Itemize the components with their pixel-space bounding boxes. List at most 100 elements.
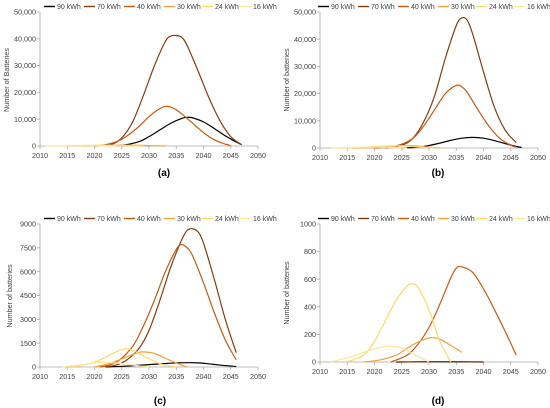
y-tick-label: 50,000 bbox=[294, 8, 316, 17]
series-line bbox=[105, 228, 237, 368]
legend-entry: 16 kWh bbox=[514, 216, 550, 223]
series-line bbox=[330, 146, 408, 149]
y-tick-label: 4500 bbox=[20, 291, 36, 300]
legend-label: 16 kWh bbox=[527, 4, 550, 11]
legend-entry: 40 kWh bbox=[398, 216, 435, 223]
legend-entry: 30 kWh bbox=[164, 216, 201, 223]
series-line bbox=[347, 283, 452, 363]
x-tick-label: 2030 bbox=[141, 372, 157, 381]
chart-panel: 0 10,000 20,000 30,000 40,000 50,000 2010 2015 2… bbox=[282, 4, 550, 179]
series-line bbox=[99, 244, 237, 368]
series-line bbox=[94, 116, 242, 147]
x-tick-label: 2050 bbox=[530, 153, 546, 162]
legend-entry: 40 kWh bbox=[398, 4, 435, 11]
y-tick-label: 1500 bbox=[20, 339, 36, 348]
legend-label: 24 kWh bbox=[489, 216, 513, 223]
series-line bbox=[94, 351, 188, 368]
x-tick-label: 2010 bbox=[312, 153, 328, 162]
legend-label: 40 kWh bbox=[411, 216, 435, 223]
y-tick-label: 600 bbox=[304, 275, 316, 284]
x-tick-label: 2020 bbox=[367, 153, 383, 162]
legend-label: 70 kWh bbox=[371, 216, 395, 223]
legend-label: 90 kWh bbox=[331, 4, 355, 11]
x-tick-label: 2050 bbox=[530, 367, 546, 376]
y-tick-label: 0 bbox=[32, 363, 36, 372]
x-tick-label: 2040 bbox=[196, 372, 212, 381]
series-line bbox=[363, 336, 463, 363]
legend-entry: 16 kWh bbox=[240, 4, 277, 11]
x-tick-label: 2045 bbox=[503, 153, 519, 162]
legend-label: 40 kWh bbox=[411, 4, 435, 11]
legend-label: 30 kWh bbox=[177, 216, 201, 223]
x-tick-label: 2025 bbox=[394, 367, 410, 376]
series-line bbox=[390, 265, 517, 363]
legend-entry: 70 kWh bbox=[358, 216, 395, 223]
series-line bbox=[83, 105, 231, 147]
legend-entry: 24 kWh bbox=[476, 216, 513, 223]
legend-entry: 24 kWh bbox=[476, 4, 513, 11]
chart-panel: 0 1500 3000 4500 6000 7500 9000 2010 2015 2020 202… bbox=[5, 216, 277, 407]
y-tick-label: 0 bbox=[312, 144, 316, 153]
legend-label: 70 kWh bbox=[371, 4, 395, 11]
x-tick-label: 2010 bbox=[32, 151, 48, 160]
y-axis-label: Number of Batteries bbox=[2, 48, 11, 112]
y-tick-label: 800 bbox=[304, 247, 316, 256]
x-tick-label: 2045 bbox=[223, 372, 239, 381]
y-axis-label: Number of batteries bbox=[5, 264, 14, 328]
x-tick-label: 2030 bbox=[141, 151, 157, 160]
y-tick-label: 1000 bbox=[300, 220, 316, 229]
legend-label: 70 kWh bbox=[97, 4, 121, 11]
x-tick-label: 2015 bbox=[339, 367, 355, 376]
legend-label: 90 kWh bbox=[331, 216, 355, 223]
panel-label: (d) bbox=[432, 396, 445, 407]
legend-label: 16 kWh bbox=[253, 4, 277, 11]
x-tick-label: 2050 bbox=[250, 372, 266, 381]
x-tick-label: 2015 bbox=[59, 151, 75, 160]
panel-label: (a) bbox=[158, 168, 170, 179]
y-tick-label: 10,000 bbox=[14, 115, 36, 124]
y-tick-label: 50,000 bbox=[14, 8, 36, 17]
x-tick-label: 2010 bbox=[32, 372, 48, 381]
x-tick-label: 2050 bbox=[250, 151, 266, 160]
panel-label: (c) bbox=[154, 396, 166, 407]
x-tick-label: 2035 bbox=[168, 151, 184, 160]
legend-entry: 90 kWh bbox=[318, 4, 355, 11]
x-tick-label: 2045 bbox=[223, 151, 239, 160]
y-tick-label: 40,000 bbox=[14, 34, 36, 43]
legend-entry: 90 kWh bbox=[44, 4, 81, 11]
y-tick-label: 40,000 bbox=[294, 35, 316, 44]
series-line bbox=[385, 16, 517, 149]
x-tick-label: 2040 bbox=[476, 153, 492, 162]
panel-label: (b) bbox=[432, 168, 445, 179]
x-tick-label: 2035 bbox=[448, 367, 464, 376]
x-tick-label: 2035 bbox=[168, 372, 184, 381]
x-tick-label: 2030 bbox=[421, 153, 437, 162]
legend-entry: 16 kWh bbox=[514, 4, 550, 11]
x-tick-label: 2020 bbox=[367, 367, 383, 376]
legend-entry: 70 kWh bbox=[358, 4, 395, 11]
x-tick-label: 2015 bbox=[339, 153, 355, 162]
x-tick-label: 2040 bbox=[476, 367, 492, 376]
x-tick-label: 2035 bbox=[448, 153, 464, 162]
y-tick-label: 200 bbox=[304, 330, 316, 339]
legend-label: 30 kWh bbox=[177, 4, 201, 11]
y-tick-label: 3000 bbox=[20, 315, 36, 324]
chart-panel: 0 200 400 600 800 1000 2010 2015 2020 2025 2030 203… bbox=[282, 216, 550, 407]
legend-label: 40 kWh bbox=[137, 216, 161, 223]
x-tick-label: 2025 bbox=[394, 153, 410, 162]
x-tick-label: 2025 bbox=[114, 372, 130, 381]
legend-entry: 70 kWh bbox=[84, 216, 121, 223]
legend-label: 90 kWh bbox=[57, 4, 81, 11]
y-tick-label: 0 bbox=[312, 358, 316, 367]
legend-entry: 40 kWh bbox=[124, 216, 161, 223]
y-tick-label: 6000 bbox=[20, 267, 36, 276]
y-tick-label: 400 bbox=[304, 302, 316, 311]
legend-label: 16 kWh bbox=[527, 216, 550, 223]
y-tick-label: 30,000 bbox=[294, 62, 316, 71]
y-tick-label: 20,000 bbox=[294, 89, 316, 98]
y-tick-label: 20,000 bbox=[14, 88, 36, 97]
y-axis-label: Number of batteries bbox=[282, 261, 291, 325]
x-tick-label: 2015 bbox=[59, 372, 75, 381]
series-line bbox=[401, 136, 522, 149]
